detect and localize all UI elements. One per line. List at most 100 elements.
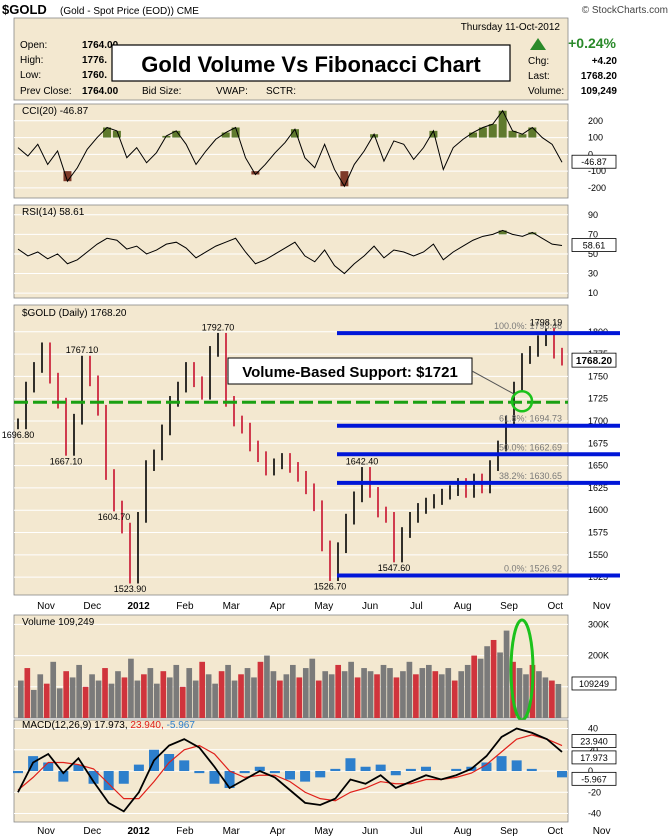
cci-tick-label: 200 xyxy=(588,116,603,126)
volume-bar xyxy=(503,630,510,718)
sctr-label: SCTR: xyxy=(266,86,296,97)
macd-x-axis: Nov Dec 2012 Feb Mar Apr May Jun Jul Aug Sep Oct Nov xyxy=(37,826,610,837)
volume-bar xyxy=(283,674,290,718)
price-annotation: 1798.19 xyxy=(530,317,563,327)
volume-bar xyxy=(76,664,82,718)
volume-bar xyxy=(400,671,406,718)
rsi-title: RSI(14) 58.61 xyxy=(22,207,85,218)
macd-x-label: Sep xyxy=(500,826,518,837)
macd-hist-tag-box xyxy=(571,771,617,786)
volume-bar xyxy=(490,639,497,718)
volume-bar xyxy=(516,668,523,718)
price-x-label: Nov xyxy=(37,601,55,612)
volume-bar xyxy=(128,658,134,718)
macd-histogram-bar xyxy=(511,760,522,771)
price-x-label: Nov xyxy=(593,601,611,612)
chg-value: +4.20 xyxy=(592,56,618,67)
volume-bar xyxy=(179,686,186,718)
volume-bar xyxy=(328,674,335,718)
price-x-label: Dec xyxy=(83,601,101,612)
macd-histogram-bar xyxy=(390,771,401,776)
price-x-label: Jul xyxy=(410,601,423,612)
volume-bar xyxy=(95,680,102,718)
macd-x-label: May xyxy=(314,826,333,837)
price-x-label: Jun xyxy=(362,601,378,612)
macd-histogram-bar xyxy=(405,768,416,771)
volume-bar xyxy=(270,671,277,718)
volume-bar xyxy=(341,671,348,718)
macd-tick-label: 40 xyxy=(588,724,598,734)
volume-bar xyxy=(121,677,128,718)
rsi-tick-label: 70 xyxy=(588,229,598,239)
cci-line xyxy=(17,109,563,188)
volume-bar xyxy=(43,683,50,718)
volume-bar xyxy=(212,683,218,718)
macd-histogram-bar xyxy=(375,764,386,771)
price-tick-label: 1675 xyxy=(588,438,608,448)
volume-bar xyxy=(458,671,465,718)
fib-label: 50.0%: 1662.69 xyxy=(499,442,562,452)
volume-bar xyxy=(264,655,270,718)
volume-bar xyxy=(361,668,367,718)
volume-bar xyxy=(542,677,549,718)
price-tag-box xyxy=(571,352,617,368)
up-arrow-icon xyxy=(530,38,546,50)
price-x-label: 2012 xyxy=(127,601,150,612)
macd-x-label: 2012 xyxy=(127,826,150,837)
volume-bar xyxy=(367,671,374,718)
support-pointer xyxy=(471,370,515,395)
volume-bar xyxy=(50,661,57,718)
volume-bar xyxy=(205,674,212,718)
price-annotation: 1767.10 xyxy=(66,345,99,355)
support-label: Volume-Based Support: $1721 xyxy=(242,364,458,381)
macd-tag-box xyxy=(571,750,617,765)
volume-tick-label: 300K xyxy=(588,619,609,629)
bidsize-label: Bid Size: xyxy=(142,86,181,97)
price-tick-label: 1625 xyxy=(588,483,608,493)
header-panel: $GOLD (Gold - Spot Price (EOD)) CME © St… xyxy=(2,2,668,101)
volume-bar xyxy=(445,668,452,718)
macd-histogram-bar xyxy=(285,771,295,780)
volume-bar xyxy=(154,683,160,718)
cci-tick-label: 0 xyxy=(588,149,593,159)
volume-bar xyxy=(302,668,309,718)
volume-bar xyxy=(37,674,44,718)
rsi-tick-label: 50 xyxy=(588,249,598,259)
volume-bar xyxy=(432,671,439,718)
price-x-axis: Nov Dec 2012 Feb Mar Apr May Jun Jul Aug Sep Oct Nov xyxy=(37,601,610,612)
macd-x-label: Jun xyxy=(362,826,378,837)
macd-histogram-bar xyxy=(451,768,462,771)
macd-histogram-bar xyxy=(43,762,54,771)
volume-tag-box xyxy=(571,676,617,691)
volume-bar xyxy=(464,664,471,718)
volume-bar xyxy=(471,655,478,718)
macd-histogram-bar xyxy=(194,771,205,774)
macd-histogram-bar xyxy=(103,771,114,791)
price-tick-label: 1600 xyxy=(588,505,608,515)
change-pct: +0.24% xyxy=(568,35,616,51)
fib-label: 0.0%: 1526.92 xyxy=(504,563,562,573)
open-value: 1764.00 xyxy=(82,40,119,51)
macd-histogram-bar xyxy=(254,766,265,771)
volume-bar xyxy=(477,658,484,718)
volume-bar xyxy=(497,652,503,718)
macd-histogram-bar xyxy=(526,768,537,771)
macd-x-label: Apr xyxy=(270,826,286,837)
price-x-label: Mar xyxy=(223,601,241,612)
price-annotation: 1523.90 xyxy=(114,584,147,594)
cci-tag: -46.87 xyxy=(581,157,607,167)
volume-bar xyxy=(173,664,180,718)
volume-bar xyxy=(238,674,244,718)
rsi-tag: 58.61 xyxy=(583,241,606,251)
volume-bar xyxy=(69,677,76,718)
macd-histogram-bar xyxy=(58,771,69,782)
price-annotation: 1792.70 xyxy=(202,322,235,332)
macd-histogram-bar xyxy=(557,771,567,778)
volume-bar xyxy=(451,680,458,718)
volume-bar xyxy=(147,668,154,718)
macd-histogram-bar xyxy=(300,771,311,782)
price-x-label: Oct xyxy=(548,601,564,612)
macd-x-label: Nov xyxy=(593,826,611,837)
volume-bar xyxy=(536,671,542,718)
macd-x-label: Mar xyxy=(223,826,241,837)
